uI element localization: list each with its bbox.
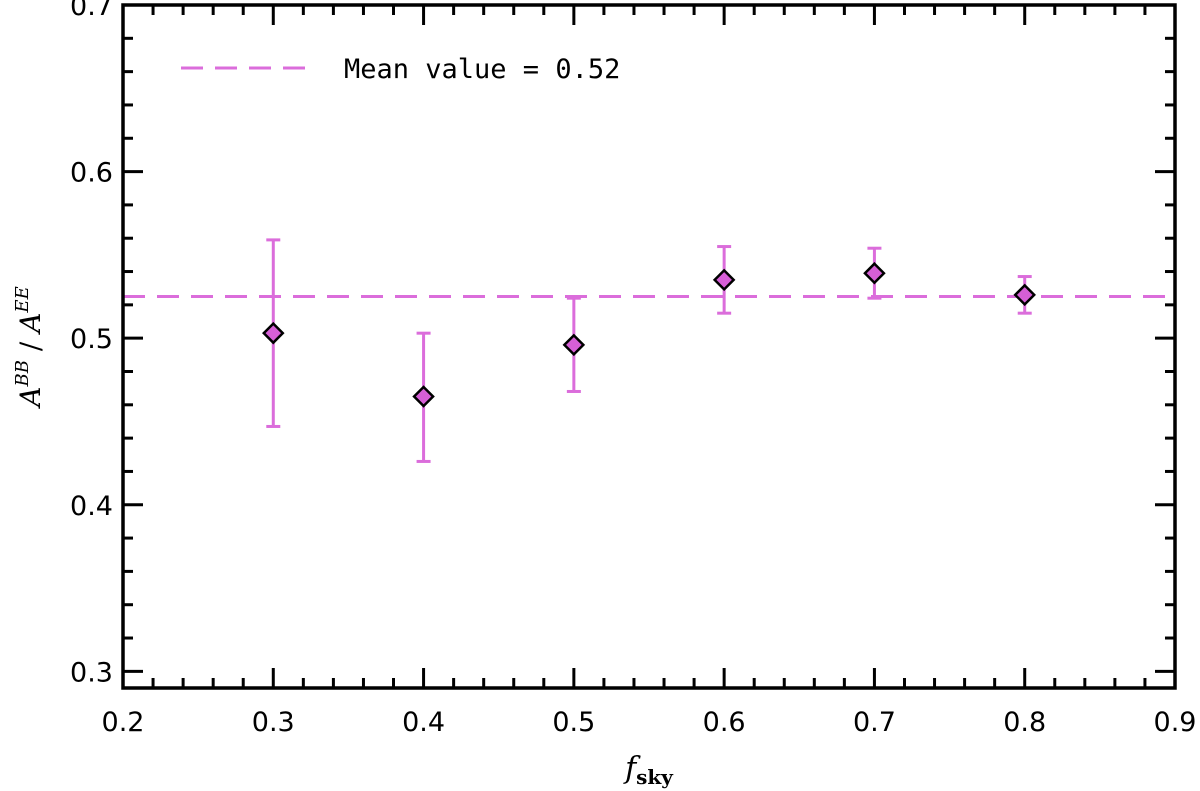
tick-labels: 0.2 0.3 0.4 0.5 0.6 0.7 0.8 0.9 0.3 0.4 0.5 0.6 0.7	[70, 0, 1196, 738]
y-tick-label: 0.4	[70, 491, 113, 522]
x-tick-label: 0.5	[552, 707, 595, 738]
y-tick-label: 0.3	[70, 657, 113, 688]
data-point	[1013, 283, 1036, 307]
y-axis-title-den-sup: EE	[12, 286, 33, 313]
error-bars	[266, 238, 1032, 463]
y-axis-title-sep: /	[14, 333, 47, 360]
y-tick-label: 0.6	[70, 158, 113, 189]
x-tick-label: 0.6	[703, 707, 746, 738]
y-axis-title-num-sup: BB	[12, 360, 33, 387]
data-point	[712, 268, 736, 292]
data-point	[863, 261, 886, 285]
x-tick-label: 0.2	[102, 707, 145, 738]
x-tick-label: 0.3	[252, 707, 295, 738]
y-axis-title: ABB / AEE	[12, 286, 47, 409]
data-point	[562, 333, 586, 357]
y-axis-title-num: A	[14, 386, 47, 409]
y-tick-label: 0.5	[70, 324, 113, 355]
y-axis-title-den: A	[14, 313, 47, 336]
x-axis-title-sub: sky	[636, 765, 674, 789]
x-tick-label: 0.7	[853, 707, 896, 738]
data-points	[262, 261, 1036, 408]
x-tick-label: 0.4	[402, 707, 445, 738]
legend: Mean value = 0.52	[181, 54, 620, 85]
y-tick-label: 0.7	[70, 0, 113, 22]
axis-ticks	[121, 3, 1177, 688]
data-point	[262, 321, 285, 345]
data-point	[412, 385, 435, 408]
x-axis-title: fsky	[623, 751, 674, 789]
x-tick-label: 0.8	[1003, 707, 1046, 738]
plot-frame	[121, 3, 1177, 690]
legend-label: Mean value = 0.52	[344, 54, 620, 85]
x-tick-label: 0.9	[1154, 707, 1197, 738]
